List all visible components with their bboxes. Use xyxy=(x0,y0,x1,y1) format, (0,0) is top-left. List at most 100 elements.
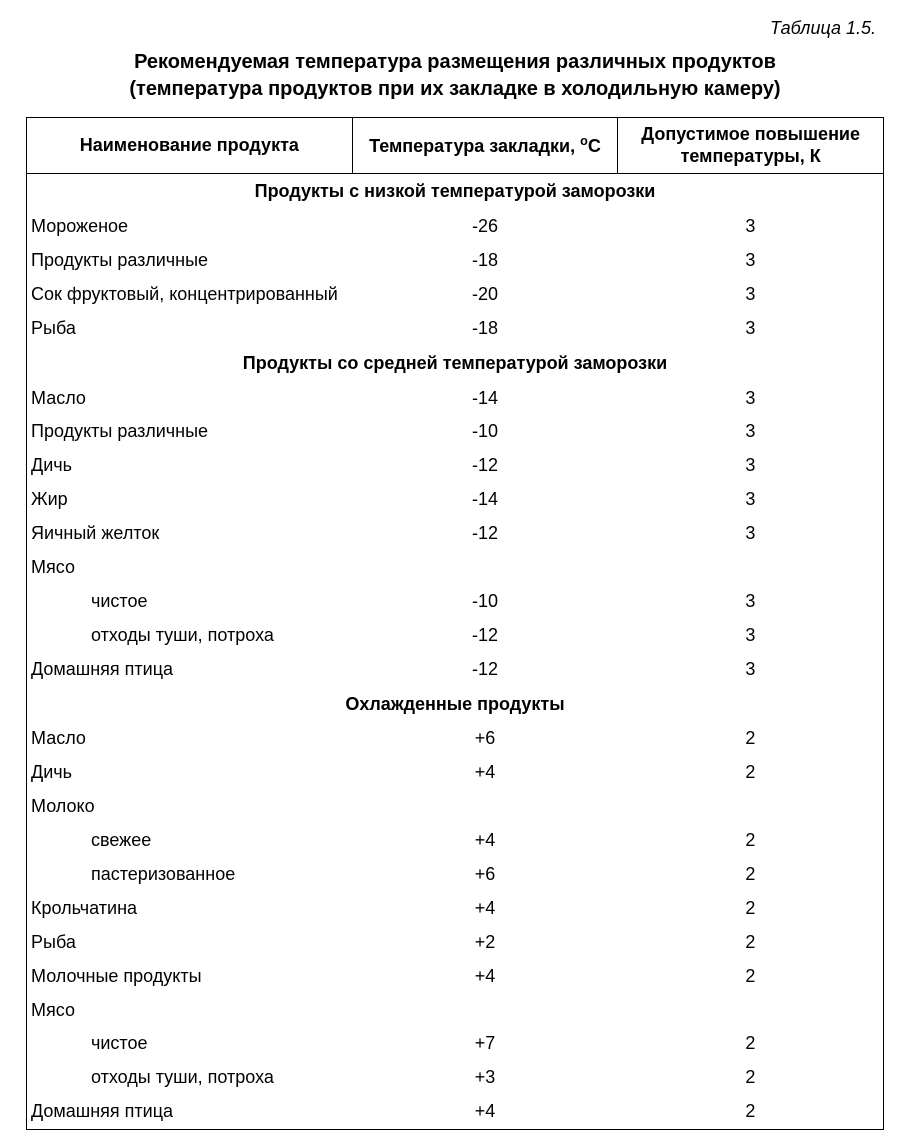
table-row: чистое+72 xyxy=(27,1027,884,1061)
table-row: отходы туши, потроха+32 xyxy=(27,1061,884,1095)
table-caption: Таблица 1.5. xyxy=(26,18,884,39)
section-heading: Продукты со средней температурой замороз… xyxy=(27,346,884,382)
cell-temp: +7 xyxy=(352,1027,618,1061)
table-row: Продукты различные-103 xyxy=(27,415,884,449)
cell-temp xyxy=(352,994,618,1028)
cell-allow: 2 xyxy=(618,858,884,892)
table-row: Молочные продукты+42 xyxy=(27,960,884,994)
cell-temp: -12 xyxy=(352,653,618,687)
cell-name: Молочные продукты xyxy=(27,960,353,994)
table-row: пастеризованное+62 xyxy=(27,858,884,892)
cell-allow: 2 xyxy=(618,756,884,790)
table-row: Рыба-183 xyxy=(27,312,884,346)
table-row: Домашняя птица+42 xyxy=(27,1095,884,1129)
cell-allow: 2 xyxy=(618,892,884,926)
cell-name: Продукты различные xyxy=(27,244,353,278)
cell-allow: 3 xyxy=(618,585,884,619)
cell-temp: -10 xyxy=(352,585,618,619)
cell-name: Молоко xyxy=(27,790,353,824)
cell-temp: +4 xyxy=(352,756,618,790)
cell-allow xyxy=(618,994,884,1028)
header-name: Наименование продукта xyxy=(27,118,353,174)
cell-name: Жир xyxy=(27,483,353,517)
cell-name: Яичный желток xyxy=(27,517,353,551)
cell-allow xyxy=(618,790,884,824)
cell-temp: -26 xyxy=(352,210,618,244)
cell-temp: +2 xyxy=(352,926,618,960)
table-head: Наименование продукта Температура заклад… xyxy=(27,118,884,174)
table-row: Масло-143 xyxy=(27,382,884,416)
section-heading: Продукты с низкой температурой заморозки xyxy=(27,174,884,210)
cell-allow: 3 xyxy=(618,653,884,687)
cell-allow: 2 xyxy=(618,926,884,960)
cell-temp: -12 xyxy=(352,619,618,653)
cell-allow: 3 xyxy=(618,415,884,449)
cell-name: Дичь xyxy=(27,756,353,790)
table-row: свежее+42 xyxy=(27,824,884,858)
table-row: Мясо xyxy=(27,994,884,1028)
table-row: чистое-103 xyxy=(27,585,884,619)
cell-name: чистое xyxy=(27,585,353,619)
table-row: Масло+62 xyxy=(27,722,884,756)
cell-name: Мороженое xyxy=(27,210,353,244)
cell-allow: 2 xyxy=(618,722,884,756)
cell-temp: -12 xyxy=(352,449,618,483)
cell-temp: +4 xyxy=(352,960,618,994)
table-row: Продукты различные-183 xyxy=(27,244,884,278)
cell-name: Крольчатина xyxy=(27,892,353,926)
table-row: Крольчатина+42 xyxy=(27,892,884,926)
cell-allow: 2 xyxy=(618,1027,884,1061)
cell-name: Дичь xyxy=(27,449,353,483)
cell-temp: -18 xyxy=(352,244,618,278)
cell-name: пастеризованное xyxy=(27,858,353,892)
table-row: отходы туши, потроха-123 xyxy=(27,619,884,653)
table-row: Мясо xyxy=(27,551,884,585)
cell-allow: 2 xyxy=(618,824,884,858)
cell-temp: -14 xyxy=(352,483,618,517)
table-row: Рыба+22 xyxy=(27,926,884,960)
cell-name: Домашняя птица xyxy=(27,653,353,687)
cell-name: Масло xyxy=(27,722,353,756)
table-row: Сок фруктовый, концентрированный-203 xyxy=(27,278,884,312)
cell-name: свежее xyxy=(27,824,353,858)
cell-temp: +4 xyxy=(352,892,618,926)
cell-allow: 2 xyxy=(618,1095,884,1129)
cell-name: Сок фруктовый, концентрированный xyxy=(27,278,353,312)
cell-name: Продукты различные xyxy=(27,415,353,449)
cell-temp: +4 xyxy=(352,824,618,858)
cell-temp: +6 xyxy=(352,722,618,756)
cell-allow: 3 xyxy=(618,210,884,244)
title-line: (температура продуктов при их закладке в… xyxy=(129,78,780,100)
table-title: Рекомендуемая температура размещения раз… xyxy=(26,49,884,103)
cell-temp xyxy=(352,790,618,824)
cell-temp: -20 xyxy=(352,278,618,312)
cell-name: Масло xyxy=(27,382,353,416)
cell-temp xyxy=(352,551,618,585)
table-row: Домашняя птица-123 xyxy=(27,653,884,687)
title-line: Рекомендуемая температура размещения раз… xyxy=(134,51,776,73)
cell-allow: 3 xyxy=(618,244,884,278)
data-table: Наименование продукта Температура заклад… xyxy=(26,117,884,1130)
table-body: Продукты с низкой температурой заморозки… xyxy=(27,174,884,1130)
cell-temp: -14 xyxy=(352,382,618,416)
cell-allow: 3 xyxy=(618,619,884,653)
table-row: Яичный желток-123 xyxy=(27,517,884,551)
cell-name: Мясо xyxy=(27,994,353,1028)
cell-name: Рыба xyxy=(27,312,353,346)
cell-name: отходы туши, потроха xyxy=(27,1061,353,1095)
table-row: Жир-143 xyxy=(27,483,884,517)
cell-temp: -10 xyxy=(352,415,618,449)
cell-allow: 3 xyxy=(618,449,884,483)
table-row: Молоко xyxy=(27,790,884,824)
cell-allow: 3 xyxy=(618,278,884,312)
table-row: Дичь-123 xyxy=(27,449,884,483)
cell-temp: +3 xyxy=(352,1061,618,1095)
cell-name: Рыба xyxy=(27,926,353,960)
cell-name: Домашняя птица xyxy=(27,1095,353,1129)
cell-allow xyxy=(618,551,884,585)
header-temp: Температура закладки, oС xyxy=(352,118,618,174)
cell-temp: -18 xyxy=(352,312,618,346)
cell-allow: 2 xyxy=(618,960,884,994)
degree-sup: o xyxy=(580,134,588,148)
cell-allow: 3 xyxy=(618,312,884,346)
